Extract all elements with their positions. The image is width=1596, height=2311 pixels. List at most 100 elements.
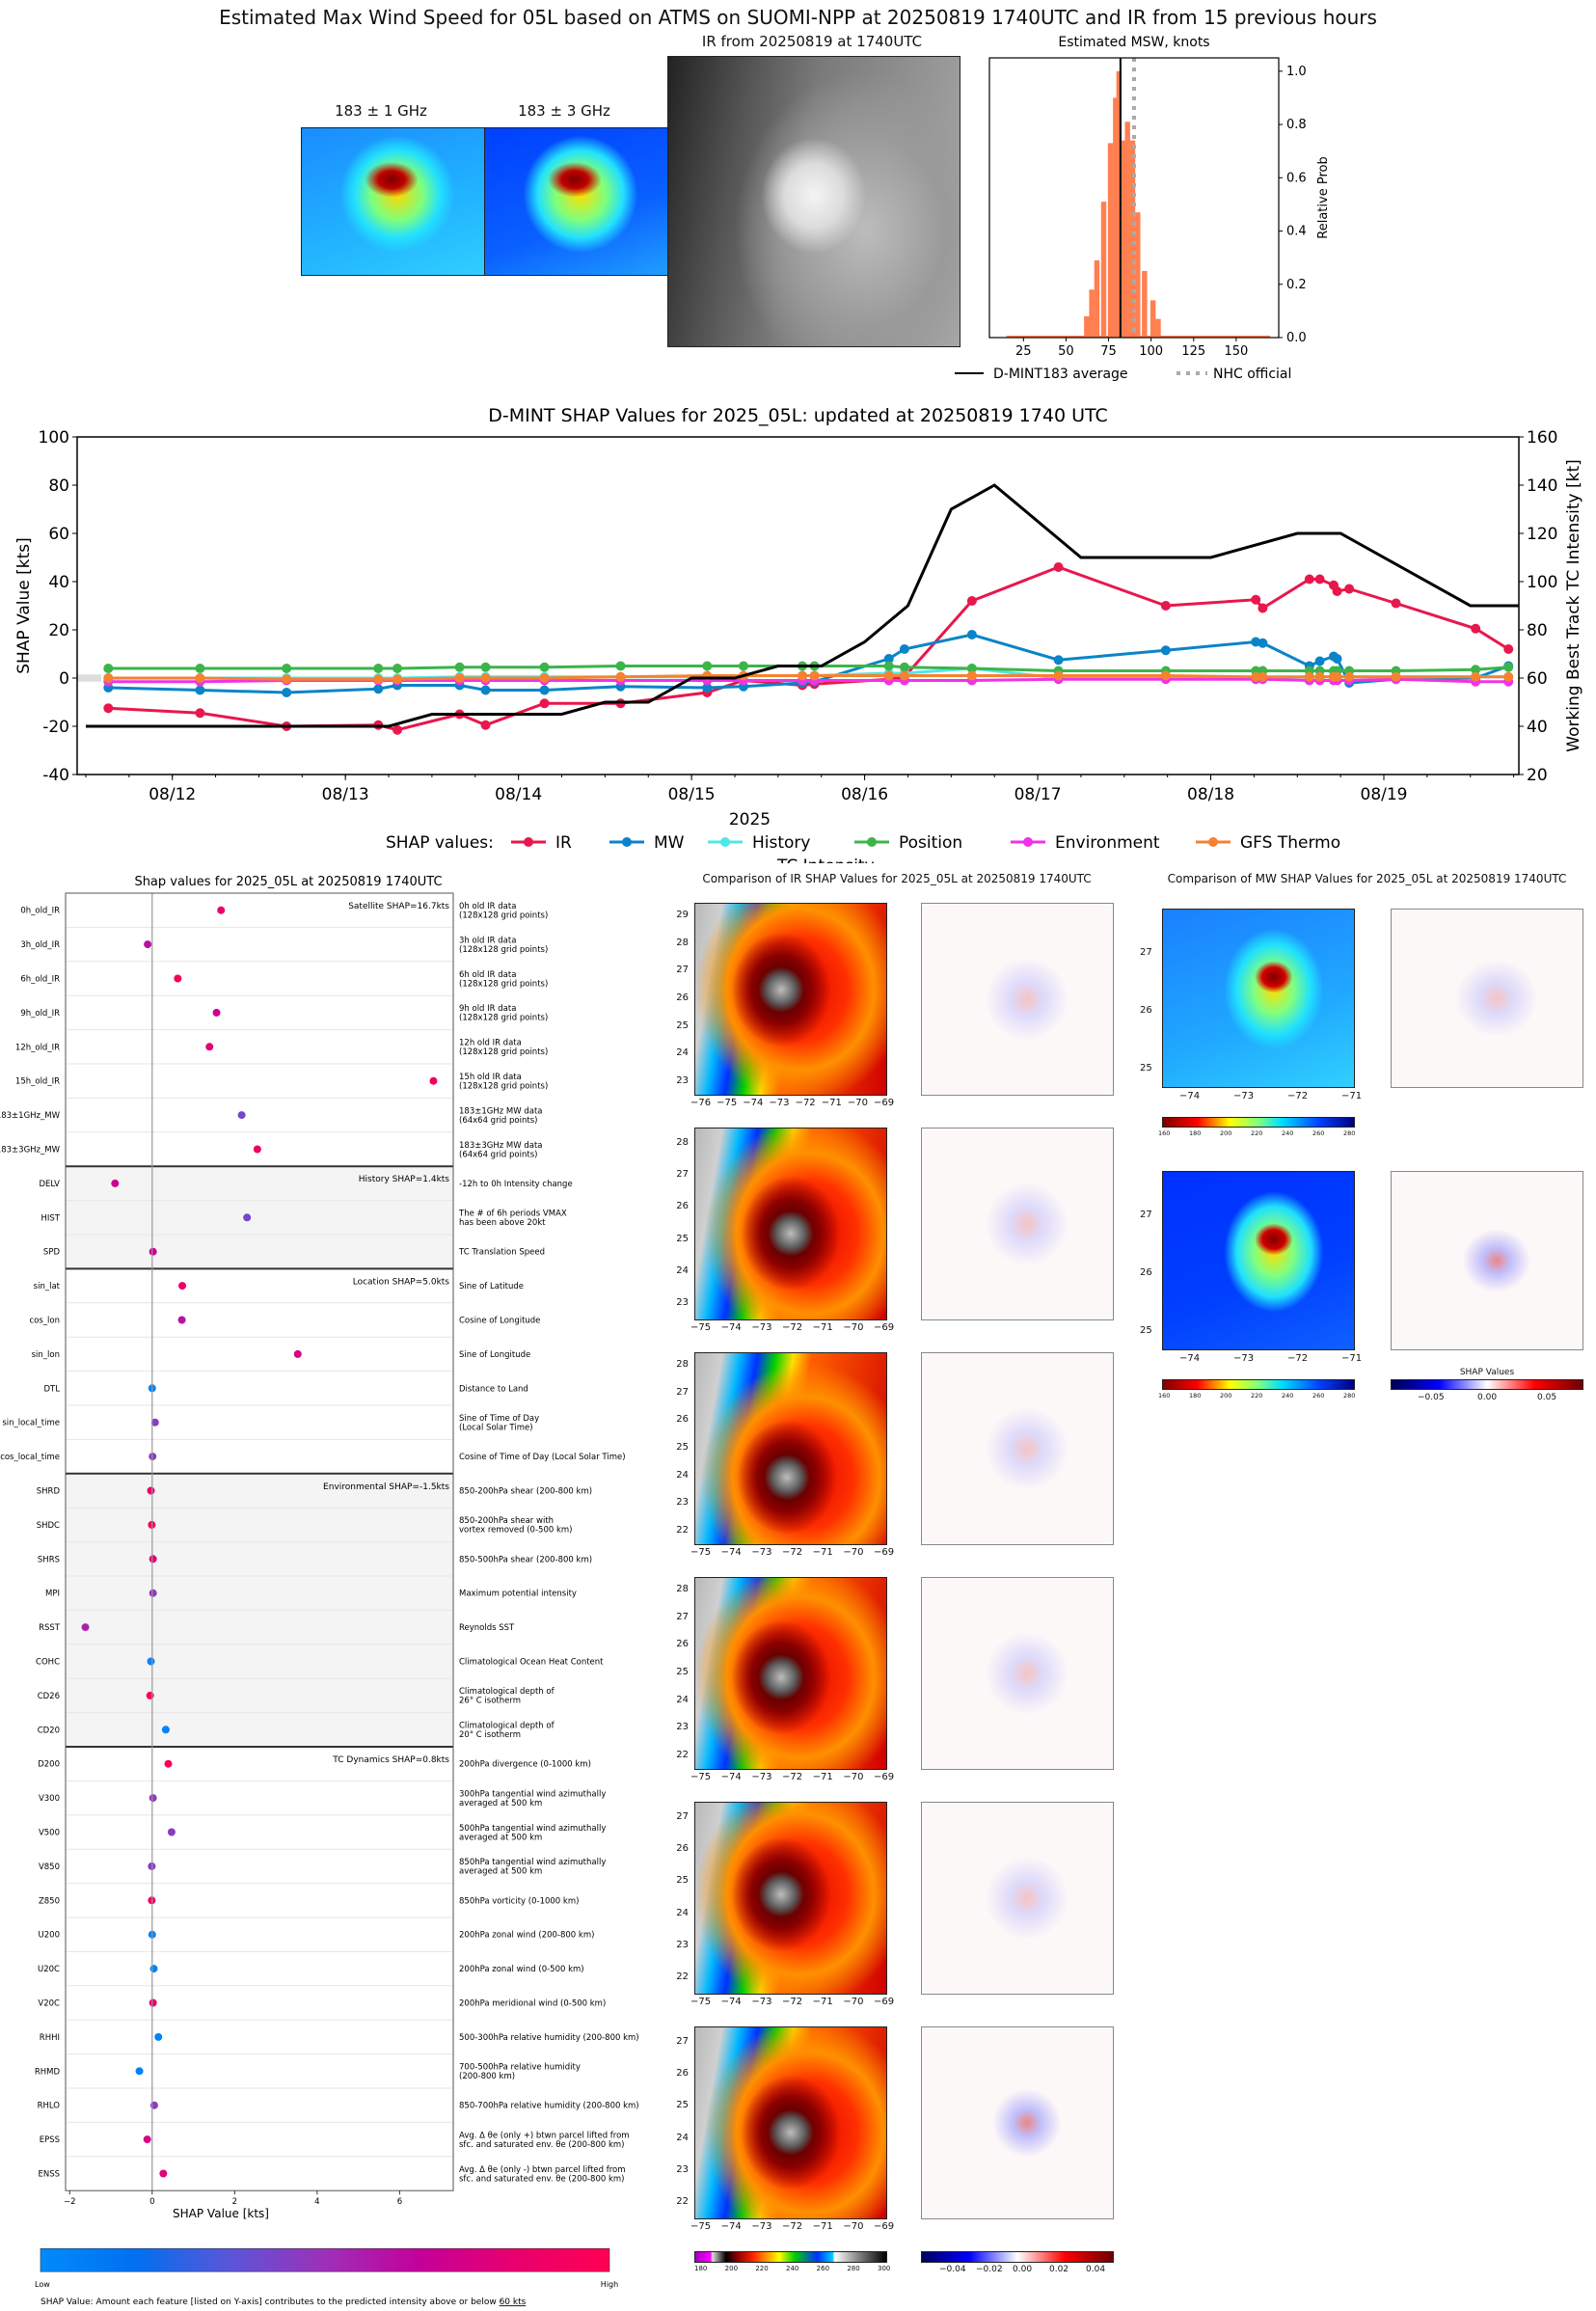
feature-desc: Avg. Δ θe (only -) btwn parcel lifted fr…: [459, 2165, 626, 2175]
feature-name: COHC: [36, 1658, 60, 1668]
ir-image: [667, 56, 960, 347]
group-label: Location SHAP=5.0kts: [353, 1277, 450, 1287]
mw-shap-map: [1391, 1171, 1583, 1350]
bt-colorbar: [1162, 1379, 1355, 1390]
feature-name: DTL: [44, 1384, 61, 1394]
footnote-shap: SHAP Value: Amount each feature [listed …: [41, 2297, 527, 2307]
series-point-gfs-thermo: [392, 674, 403, 685]
feature-desc: -12h to 0h Intensity change: [459, 1180, 573, 1189]
feature-desc: Reynolds SST: [459, 1623, 515, 1633]
ir-comparison-panels: 29 28 27 26 25 24 23 −76 −75 −74 −73 −72 −71 −70 −69 …: [665, 885, 1128, 2311]
series-point-ir: [1471, 623, 1481, 634]
feature-name: RHHI: [40, 2033, 60, 2043]
feature-desc: (128x128 grid points): [459, 1081, 548, 1091]
colorbar-tick-label: 260: [1312, 1129, 1325, 1137]
y-tick-labels: 28 27 26 25 24 23 22: [665, 1352, 690, 1545]
ir-comparison-title: Comparison of IR SHAP Values for 2025_05…: [702, 872, 1092, 885]
series-point-gfs-thermo: [195, 673, 205, 683]
x-tick-label: 0: [149, 2197, 154, 2207]
feature-shap-point: [159, 2169, 168, 2178]
colorbar-tick-label: −0.05: [1418, 1393, 1445, 1402]
series-point-position: [539, 662, 550, 672]
series-point-position: [103, 664, 114, 673]
feature-name: CD26: [38, 1692, 60, 1701]
series-point-gfs-thermo: [103, 673, 114, 683]
feature-shap-point: [149, 1247, 157, 1256]
y-tick-label: 80: [48, 476, 69, 496]
feature-name: HIST: [41, 1213, 61, 1223]
colorbar-tick-label: 240: [786, 2265, 799, 2272]
timeseries-frame: [76, 436, 1520, 775]
feature-shap-point: [237, 1111, 246, 1120]
hist-bar: [1135, 212, 1141, 338]
y-tick-label: 28: [676, 1359, 689, 1371]
tc-intensity-line: [85, 483, 1519, 728]
y-tick-label: 0.0: [1286, 331, 1307, 345]
colorbar-tick-label: 200: [1220, 1129, 1232, 1137]
group-label: History SHAP=1.4kts: [359, 1175, 450, 1184]
series-point-position: [883, 661, 894, 671]
x-tick-labels: −75 −74 −73 −72 −71 −70 −69: [690, 1772, 894, 1785]
x-tick-label: −69: [874, 1997, 895, 2007]
x-tick-label: −74: [743, 1098, 764, 1108]
feature-desc: 15h old IR data: [459, 1073, 522, 1082]
y-tick-label: 0: [59, 669, 69, 689]
x-tick-label: 08/18: [1187, 785, 1234, 804]
feature-name: DELV: [39, 1180, 60, 1189]
series-point-position: [195, 664, 205, 673]
y-tick-labels: 28 27 26 25 24 23: [665, 1128, 690, 1320]
x-tick-label: −70: [843, 2221, 864, 2232]
y-tick-label: 22: [676, 1749, 689, 1760]
y2-tick-label: 140: [1527, 476, 1557, 496]
feature-desc: sfc. and saturated env. θe (200-800 km): [459, 2140, 625, 2150]
feature-name: ENSS: [38, 2170, 60, 2180]
feature-name: 3h_old_IR: [20, 940, 60, 950]
ir-panel-row: 27 26 25 24 23 22 −75 −74 −73 −72 −71 −70 −69: [665, 1784, 1128, 2009]
hist-bar: [1089, 289, 1095, 338]
y2-tick-label: 60: [1527, 669, 1548, 689]
x-tick-labels: −76 −75 −74 −73 −72 −71 −70 −69: [690, 1098, 894, 1111]
series-point-mw: [883, 654, 894, 664]
feature-name: U200: [39, 1931, 60, 1941]
bt-colorbar: [1162, 1117, 1355, 1128]
hist-bar: [1113, 97, 1119, 338]
series-point-gfs-thermo: [1332, 671, 1342, 682]
feature-desc: 500-300hPa relative humidity (200-800 km…: [459, 2033, 639, 2043]
y-tick-label: 22: [676, 2196, 689, 2208]
x-tick-label: −72: [1287, 1091, 1309, 1101]
colorbar-high-label: High: [601, 2280, 618, 2289]
x-tick-labels: −75 −74 −73 −72 −71 −70 −69: [690, 1322, 894, 1336]
series-point-gfs-thermo: [809, 670, 820, 681]
y-tick-label: 26: [676, 1414, 689, 1426]
hist-title: Estimated MSW, knots: [1058, 35, 1209, 50]
group-label: Environmental SHAP=-1.5kts: [323, 1482, 449, 1492]
y-tick-label: 23: [676, 1297, 689, 1309]
series-point-ir: [1251, 594, 1261, 605]
x-tick-labels: −75 −74 −73 −72 −71 −70 −69: [690, 1547, 894, 1561]
series-point-gfs-thermo: [480, 673, 491, 683]
y-tick-label: 25: [676, 1233, 689, 1244]
x-tick-label: −72: [1287, 1353, 1309, 1364]
ir-panel-row: 28 27 26 25 24 23 22 −75 −74 −73 −72 −71 −70 −69: [665, 1335, 1128, 1560]
ir-shap-map: [921, 1352, 1114, 1545]
feature-desc: Distance to Land: [459, 1384, 528, 1394]
series-point-gfs-thermo: [454, 673, 465, 683]
x-tick-label: −74: [1179, 1091, 1201, 1101]
group-label: Satellite SHAP=16.7kts: [348, 902, 449, 911]
feature-name: U20C: [38, 1965, 60, 1974]
x-tick-label: −69: [874, 2221, 895, 2232]
feature-name: V850: [39, 1862, 60, 1872]
y-tick-label: 1.0: [1286, 65, 1307, 79]
y-tick-label: 20: [48, 621, 69, 640]
feature-name: MPI: [45, 1590, 60, 1599]
hist-bar: [1116, 70, 1123, 339]
x-tick-label: −71: [812, 1322, 833, 1333]
x-tick-label: −70: [843, 1997, 864, 2007]
series-point-position: [373, 664, 384, 673]
x-tick-label: 100: [1139, 344, 1163, 359]
timeseries-title: D-MINT SHAP Values for 2025_05L: updated…: [488, 405, 1108, 426]
series-point-position: [615, 661, 626, 671]
feature-shap-point: [149, 1794, 157, 1803]
x-tick-label: −74: [720, 2221, 742, 2232]
x-tick-label: −70: [847, 1098, 868, 1108]
